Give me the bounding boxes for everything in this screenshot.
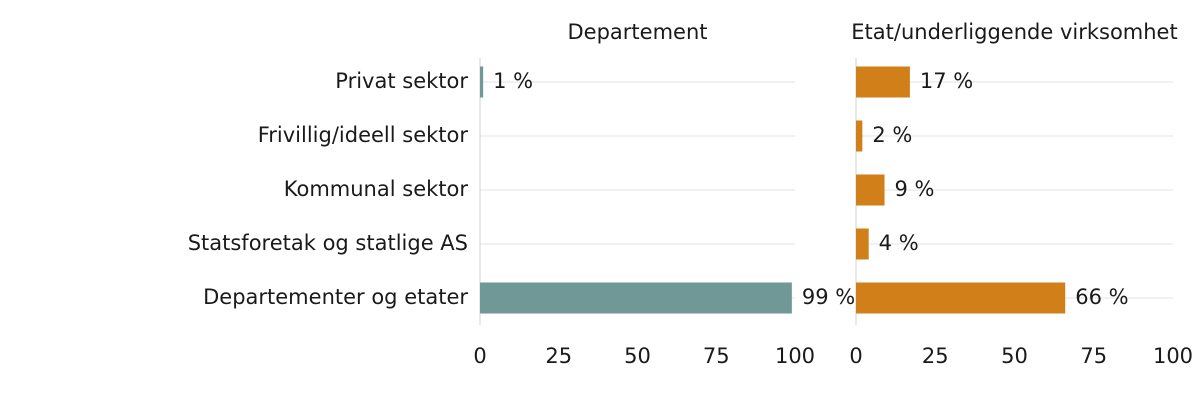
- value-label: 4 %: [879, 231, 919, 255]
- category-label: Frivillig/ideell sektor: [258, 123, 469, 147]
- x-tick-label: 25: [922, 344, 949, 368]
- bar: [480, 282, 792, 314]
- category-label: Statsforetak og statlige AS: [188, 231, 468, 255]
- x-tick-label: 50: [1001, 344, 1028, 368]
- x-tick-label: 100: [775, 344, 815, 368]
- value-label: 99 %: [802, 285, 855, 309]
- category-label: Departementer og etater: [203, 285, 468, 309]
- value-label: 2 %: [872, 123, 912, 147]
- value-label: 9 %: [895, 177, 935, 201]
- bar: [480, 66, 484, 98]
- panel-title: Etat/underliggende virksomhet: [851, 20, 1177, 44]
- x-tick-label: 75: [703, 344, 730, 368]
- x-tick-label: 0: [473, 344, 486, 368]
- bar: [856, 174, 885, 206]
- value-label: 1 %: [493, 69, 533, 93]
- panel-title: Departement: [568, 20, 708, 44]
- x-tick-label: 0: [849, 344, 862, 368]
- category-label: Kommunal sektor: [284, 177, 469, 201]
- bar: [856, 120, 863, 152]
- bar: [856, 228, 869, 260]
- value-label: 66 %: [1075, 285, 1128, 309]
- x-tick-label: 75: [1080, 344, 1107, 368]
- x-tick-label: 50: [624, 344, 651, 368]
- x-tick-label: 25: [545, 344, 572, 368]
- category-label: Privat sektor: [335, 69, 468, 93]
- bar: [856, 282, 1066, 314]
- x-tick-label: 100: [1153, 344, 1193, 368]
- bar: [856, 66, 910, 98]
- value-label: 17 %: [920, 69, 973, 93]
